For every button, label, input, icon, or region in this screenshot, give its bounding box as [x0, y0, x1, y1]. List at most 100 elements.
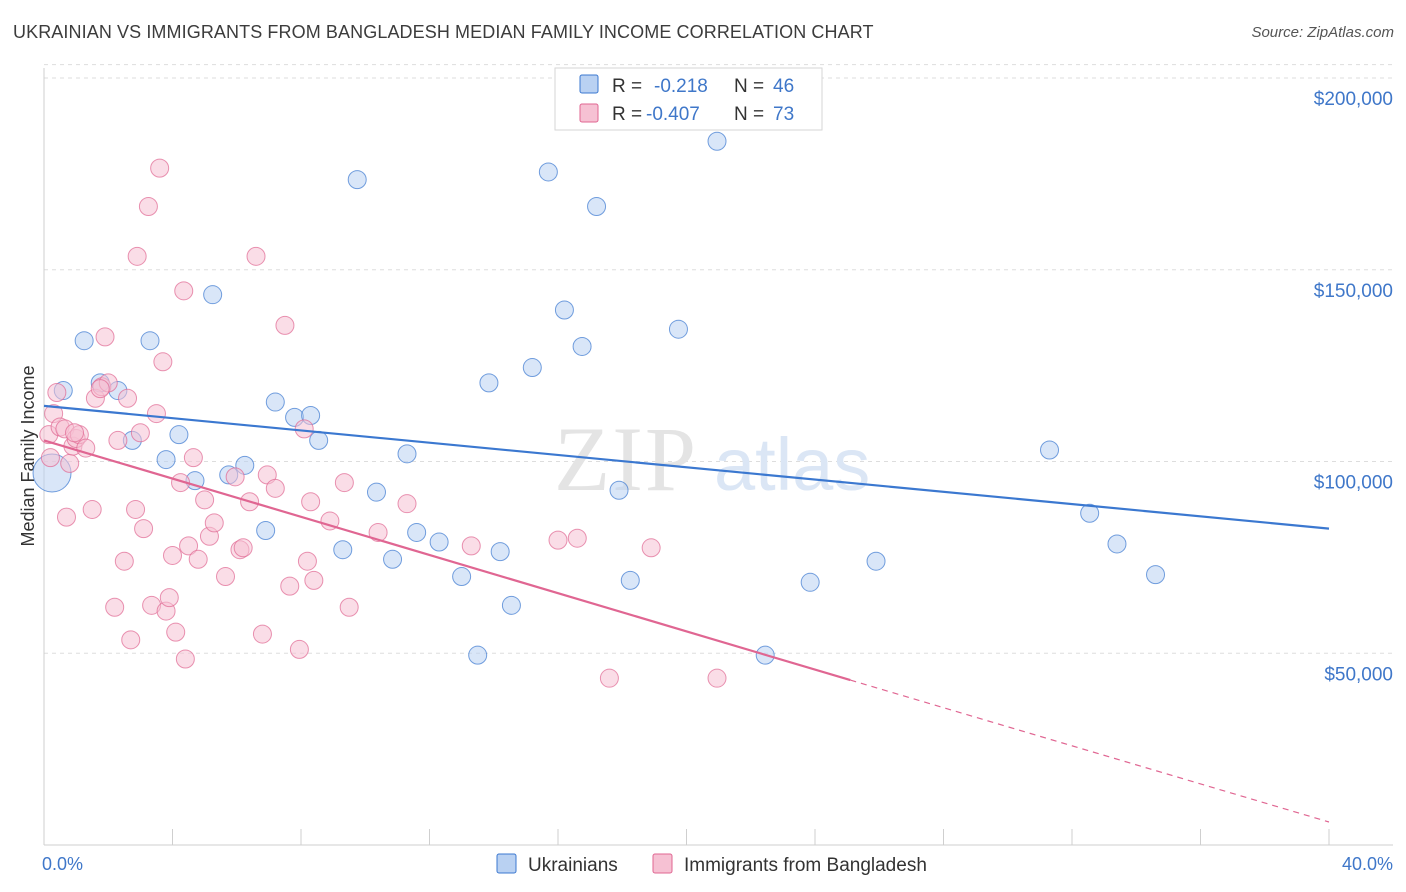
bangladesh-point	[368, 522, 388, 542]
bangladesh-point	[641, 538, 661, 558]
legend-r-label-1: R =	[612, 76, 642, 97]
bangladesh-point	[56, 507, 76, 527]
bangladesh-trend-line	[43, 439, 851, 682]
bangladesh-point	[334, 473, 354, 493]
y-tick-label: $50,000	[1324, 664, 1393, 685]
legend-swatch-pink	[579, 103, 599, 123]
ukrainians-point	[140, 331, 160, 351]
bangladesh-point	[233, 538, 253, 558]
bangladesh-point	[82, 499, 102, 519]
bangladesh-point	[95, 327, 115, 347]
ukrainians-point	[407, 522, 427, 542]
chart-source: Source: ZipAtlas.com	[1251, 24, 1394, 41]
bangladesh-point	[174, 281, 194, 301]
bangladesh-point	[320, 511, 340, 531]
ukrainians-point	[429, 532, 449, 552]
bangladesh-point	[339, 597, 359, 617]
bangladesh-point	[265, 478, 285, 498]
bangladesh-point	[114, 551, 134, 571]
ukrainians-point	[156, 450, 176, 470]
chart-title: UKRAINIAN VS IMMIGRANTS FROM BANGLADESH …	[13, 22, 874, 42]
bangladesh-point	[567, 528, 587, 548]
series-legend-label-bangladesh: Immigrants from Bangladesh	[684, 855, 927, 876]
bangladesh-point	[108, 430, 128, 450]
ukrainians-trend-line	[43, 404, 1330, 530]
bangladesh-point	[397, 494, 417, 514]
bangladesh-point	[130, 423, 150, 443]
ukrainians-point	[479, 373, 499, 393]
bangladesh-point	[188, 549, 208, 569]
ukrainians-point	[265, 392, 285, 412]
bangladesh-point	[461, 536, 481, 556]
y-tick-label: $100,000	[1314, 473, 1393, 494]
ukrainians-point	[522, 358, 542, 378]
ukrainians-point	[800, 572, 820, 592]
bangladesh-point	[548, 530, 568, 550]
series-legend-label-ukrainians: Ukrainians	[528, 855, 618, 876]
ukrainians-point	[1146, 565, 1166, 585]
bangladesh-point	[280, 576, 300, 596]
ukrainians-point	[74, 331, 94, 351]
stats-legend-box	[554, 67, 823, 131]
bangladesh-point	[297, 551, 317, 571]
bangladesh-point	[159, 588, 179, 608]
ukrainians-point	[397, 444, 417, 464]
bangladesh-trend-extension	[850, 679, 1330, 823]
bangladesh-point	[150, 158, 170, 178]
ukrainians-point	[866, 551, 886, 571]
ukrainians-point	[309, 430, 329, 450]
bangladesh-point	[195, 490, 215, 510]
ukrainians-point	[452, 567, 472, 587]
legend-r-label-2: R =	[612, 104, 642, 125]
bangladesh-point	[40, 448, 60, 468]
ukrainians-point	[383, 549, 403, 569]
y-tick-labels: $50,000 $100,000 $150,000 $200,000	[1314, 89, 1393, 685]
legend-n-value-1: 46	[773, 76, 794, 97]
ukrainians-point	[468, 645, 488, 665]
ukrainians-point	[333, 540, 353, 560]
ukrainians-point	[169, 425, 189, 445]
bangladesh-point	[252, 624, 272, 644]
gridlines	[44, 64, 1393, 654]
bangladesh-point	[138, 196, 158, 216]
ukrainians-point	[256, 521, 276, 541]
bangladesh-point	[599, 668, 619, 688]
stats-legend: R = -0.218 N = 46 R = -0.407 N = 73	[554, 67, 823, 131]
x-ticks	[43, 829, 1330, 845]
y-axis-title: Median Family Income	[18, 365, 38, 546]
bangladesh-point	[179, 536, 199, 556]
ukrainians-point	[1107, 534, 1127, 554]
bangladesh-point	[275, 315, 295, 335]
bangladesh-point	[47, 382, 67, 402]
ukrainians-point	[707, 131, 727, 151]
legend-n-value-2: 73	[773, 104, 794, 125]
bangladesh-point	[90, 379, 110, 399]
ukrainians-point	[1040, 440, 1060, 460]
legend-n-label-1: N =	[734, 76, 764, 97]
bangladesh-point	[65, 423, 85, 443]
bangladesh-point	[301, 492, 321, 512]
series-legend-swatch-bangladesh	[652, 853, 673, 874]
bangladesh-point	[216, 567, 236, 587]
bangladesh-point	[153, 352, 173, 372]
trend-lines	[43, 404, 1330, 823]
ukrainians-point	[587, 196, 607, 216]
legend-r-value-1: -0.218	[654, 76, 708, 97]
ukrainians-point	[554, 300, 574, 320]
watermark-atlas: atlas	[714, 423, 870, 506]
bangladesh-point	[204, 513, 224, 533]
ukrainians-point	[668, 319, 688, 339]
bangladesh-point	[246, 246, 266, 266]
bangladesh-point	[304, 570, 324, 590]
bangladesh-point	[121, 630, 141, 650]
ukrainians-point	[609, 480, 629, 500]
series-legend: Ukrainians Immigrants from Bangladesh	[496, 853, 927, 876]
ukrainians-point	[538, 162, 558, 182]
legend-swatch-blue	[579, 74, 599, 94]
bangladesh-point	[166, 622, 186, 642]
bangladesh-point	[294, 419, 314, 439]
ukrainians-point	[490, 542, 510, 562]
bangladesh-point	[118, 388, 138, 408]
bangladesh-point	[146, 404, 166, 424]
